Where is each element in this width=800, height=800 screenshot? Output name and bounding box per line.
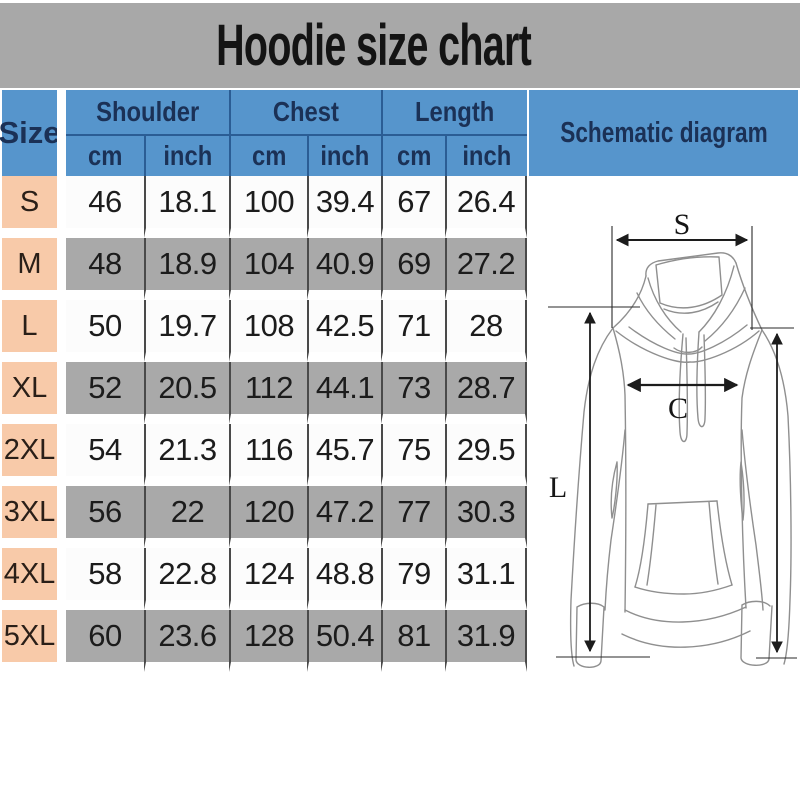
cell-chest-cm: 100 (229, 176, 307, 238)
cell-shoulder-inch: 19.7 (144, 300, 229, 362)
cell-shoulder-inch: 20.5 (144, 362, 229, 424)
unit-header-length-cm: cm (381, 136, 445, 176)
hoodie-schematic-diagram: S C L (548, 208, 797, 668)
cell-chest-inch: 40.9 (307, 238, 381, 300)
column-group-shoulder: Shoulder (66, 90, 229, 134)
unit-header-shoulder-inch: inch (144, 136, 229, 176)
cell-shoulder-cm: 58 (66, 548, 144, 610)
length-label: L (549, 471, 567, 504)
cell-chest-inch: 42.5 (307, 300, 381, 362)
cell-chest-inch: 47.2 (307, 486, 381, 548)
cell-length-inch: 29.5 (445, 424, 527, 486)
chest-measure-arrow: C (626, 377, 739, 425)
cell-shoulder-cm: 60 (66, 610, 144, 672)
cell-shoulder-inch: 18.9 (144, 238, 229, 300)
cell-chest-cm: 108 (229, 300, 307, 362)
cell-shoulder-cm: 56 (66, 486, 144, 548)
cell-length-inch: 27.2 (445, 238, 527, 300)
cell-chest-cm: 120 (229, 486, 307, 548)
table-row: 5XL 60 23.6 128 50.4 81 31.9 (2, 610, 527, 672)
cell-shoulder-inch: 22 (144, 486, 229, 548)
cell-length-inch: 30.3 (445, 486, 527, 548)
schematic-header: Schematic diagram (529, 90, 798, 176)
cell-shoulder-cm: 46 (66, 176, 144, 238)
size-label: L (2, 300, 57, 362)
side-length-measure-arrow (750, 327, 797, 659)
cell-length-cm: 81 (381, 610, 445, 672)
cell-length-cm: 71 (381, 300, 445, 362)
cell-chest-cm: 124 (229, 548, 307, 610)
unit-header-length-inch: inch (445, 136, 527, 176)
hoodie-outline (569, 252, 792, 668)
shoulder-measure-arrow: S (611, 208, 753, 330)
size-label: S (2, 176, 57, 238)
table-row: 2XL 54 21.3 116 45.7 75 29.5 (2, 424, 527, 486)
cell-length-cm: 73 (381, 362, 445, 424)
chest-label: C (668, 392, 688, 425)
schematic-header-label: Schematic diagram (559, 116, 768, 149)
column-group-chest: Chest (229, 90, 381, 134)
size-label: 4XL (2, 548, 57, 610)
table-row: M 48 18.9 104 40.9 69 27.2 (2, 238, 527, 300)
size-label: XL (2, 362, 57, 424)
cell-shoulder-cm: 54 (66, 424, 144, 486)
cell-length-inch: 31.1 (445, 548, 527, 610)
group-label-shoulder: Shoulder (95, 96, 200, 127)
table-header: Size Shoulder Chest Length cm inch cm in… (0, 90, 527, 176)
column-group-length: Length (381, 90, 527, 134)
cell-length-inch: 31.9 (445, 610, 527, 672)
cell-shoulder-inch: 22.8 (144, 548, 229, 610)
shoulder-label: S (674, 208, 691, 241)
table-row: 4XL 58 22.8 124 48.8 79 31.1 (2, 548, 527, 610)
cell-chest-cm: 104 (229, 238, 307, 300)
cell-length-cm: 69 (381, 238, 445, 300)
cell-chest-inch: 44.1 (307, 362, 381, 424)
size-column-divider (57, 90, 66, 176)
size-label: 2XL (2, 424, 57, 486)
cell-chest-cm: 128 (229, 610, 307, 672)
cell-length-cm: 67 (381, 176, 445, 238)
size-label: 3XL (2, 486, 57, 548)
cell-chest-inch: 45.7 (307, 424, 381, 486)
group-label-length: Length (415, 96, 495, 127)
cell-length-cm: 77 (381, 486, 445, 548)
cell-chest-inch: 39.4 (307, 176, 381, 238)
title-bar: Hoodie size chart (0, 3, 800, 88)
size-label: M (2, 238, 57, 300)
cell-length-cm: 75 (381, 424, 445, 486)
page-title: Hoodie size chart (216, 13, 532, 78)
length-measure-arrow: L (548, 306, 650, 658)
unit-header-chest-cm: cm (229, 136, 307, 176)
cell-chest-cm: 112 (229, 362, 307, 424)
size-table: Size Shoulder Chest Length cm inch cm in… (0, 90, 527, 672)
cell-chest-cm: 116 (229, 424, 307, 486)
cell-shoulder-inch: 23.6 (144, 610, 229, 672)
table-row: L 50 19.7 108 42.5 71 28 (2, 300, 527, 362)
table-row: XL 52 20.5 112 44.1 73 28.7 (2, 362, 527, 424)
cell-length-inch: 28 (445, 300, 527, 362)
group-header-row: Shoulder Chest Length (66, 90, 527, 134)
size-label: 5XL (2, 610, 57, 672)
table-row: S 46 18.1 100 39.4 67 26.4 (2, 176, 527, 238)
cell-chest-inch: 48.8 (307, 548, 381, 610)
unit-header-shoulder-cm: cm (66, 136, 144, 176)
group-label-chest: Chest (272, 96, 340, 127)
column-header-size: Size (0, 90, 61, 176)
cell-shoulder-cm: 50 (66, 300, 144, 362)
cell-chest-inch: 50.4 (307, 610, 381, 672)
cell-shoulder-cm: 48 (66, 238, 144, 300)
table-header-right: Shoulder Chest Length cm inch cm inch cm… (66, 90, 527, 176)
table-row: 3XL 56 22 120 47.2 77 30.3 (2, 486, 527, 548)
cell-length-inch: 26.4 (445, 176, 527, 238)
cell-length-cm: 79 (381, 548, 445, 610)
cell-length-inch: 28.7 (445, 362, 527, 424)
cell-shoulder-cm: 52 (66, 362, 144, 424)
unit-header-chest-inch: inch (307, 136, 381, 176)
cell-shoulder-inch: 18.1 (144, 176, 229, 238)
unit-header-row: cm inch cm inch cm inch (66, 134, 527, 176)
cell-shoulder-inch: 21.3 (144, 424, 229, 486)
